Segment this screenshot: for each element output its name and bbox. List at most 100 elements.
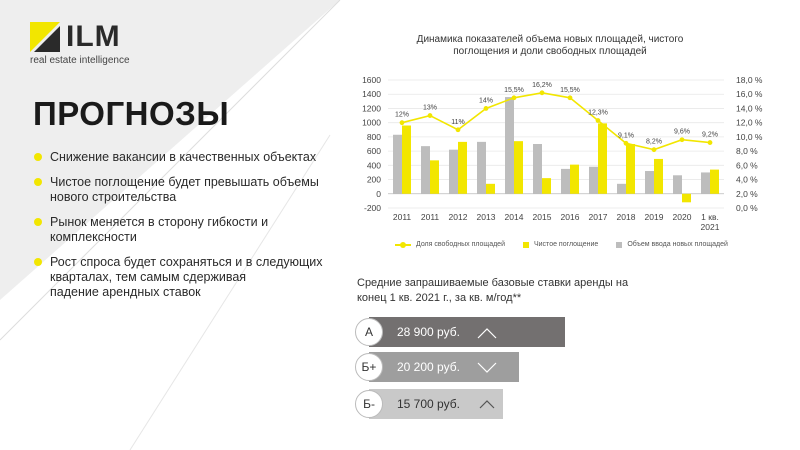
y-left-tick-label: 1400 [362, 89, 381, 99]
rates-title: Средние запрашиваемые базовые ставки аре… [357, 277, 629, 304]
bullet-dot-icon [34, 218, 42, 226]
y-right-tick-label: 16,0 % [736, 89, 763, 99]
rate-bar [369, 317, 565, 347]
rate-bar [369, 352, 519, 382]
bar [477, 141, 486, 194]
rate-class-badge: Б- [355, 390, 383, 418]
y-left-tick-label: 600 [367, 146, 381, 156]
x-tick-label: 2020 [673, 212, 692, 222]
x-tick-label: 2016 [561, 212, 580, 222]
bar [589, 166, 598, 194]
legend-item-new-supply: Объем ввода новых площадей [616, 241, 728, 248]
diagonal-line-1 [0, 0, 341, 341]
bar [514, 141, 523, 194]
y-left-tick-label: -200 [364, 203, 381, 213]
y-right-tick-label: 12,0 % [736, 118, 763, 128]
rate-value: 28 900 руб. [397, 325, 460, 339]
x-tick-label: 2021 [701, 222, 720, 232]
bar [421, 146, 430, 194]
bullet-dot-icon [34, 153, 42, 161]
bar [449, 149, 458, 194]
y-right-tick-label: 0,0 % [736, 203, 758, 213]
vacancy-point [651, 147, 657, 153]
legend-gray-swatch [616, 241, 623, 248]
top-left-gray-triangle [0, 0, 340, 300]
bar [570, 164, 579, 194]
x-tick-label: 2018 [617, 212, 636, 222]
y-left-tick-label: 1200 [362, 103, 381, 113]
data-label: 9,6% [674, 129, 690, 136]
x-tick-label: 2015 [533, 212, 552, 222]
bar [598, 123, 607, 194]
bar [393, 134, 402, 194]
forecast-item: Рост спроса будет сохраняться и в следую… [34, 255, 334, 300]
data-label: 14% [479, 97, 493, 104]
vacancy-point [511, 95, 517, 101]
x-tick-label: 2013 [477, 212, 496, 222]
vacancy-point [483, 106, 489, 111]
y-right-tick-label: 4,0 % [736, 175, 758, 185]
bullet-dot-icon [34, 258, 42, 266]
trend-down-icon [477, 362, 497, 373]
bar [701, 172, 710, 194]
bar [654, 158, 663, 194]
bar [626, 144, 635, 194]
forecast-item: Чистое поглощение будет превышать объемы… [34, 175, 334, 205]
data-label: 8,2% [646, 139, 662, 146]
rate-class-badge: А [355, 318, 383, 346]
x-tick-label: 2012 [449, 212, 468, 222]
chart-legend: Доля свободных площадей Чистое поглощени… [395, 241, 728, 248]
y-left-tick-label: 1600 [362, 75, 381, 85]
y-right-tick-label: 18,0 % [736, 75, 763, 85]
y-right-tick-label: 6,0 % [736, 160, 758, 170]
data-label: 9,2% [702, 132, 718, 139]
logo-text: ILM [66, 20, 121, 53]
legend-item-absorption: Чистое поглощение [522, 241, 598, 248]
bar [645, 171, 654, 194]
bar [486, 183, 495, 194]
bar [710, 169, 719, 194]
vacancy-point [679, 137, 685, 143]
legend-line-swatch [395, 241, 411, 248]
vacancy-point [707, 140, 713, 145]
data-label: 12% [395, 112, 409, 119]
rate-bar [369, 389, 503, 419]
data-label: 13% [423, 105, 437, 112]
data-label: 12,3% [588, 110, 608, 117]
vacancy-point [455, 127, 461, 133]
y-right-tick-label: 2,0 % [736, 189, 758, 199]
y-left-tick-label: 400 [367, 160, 381, 170]
forecast-list: Снижение вакансии в качественных объекта… [34, 150, 334, 310]
vacancy-point [595, 118, 601, 123]
page-title: ПРОГНОЗЫ [33, 95, 230, 132]
y-left-tick-label: 0 [376, 189, 381, 199]
bullet-dot-icon [34, 178, 42, 186]
rate-row-class-b-minus: Б- 15 700 руб. [355, 389, 505, 419]
vacancy-point [567, 95, 573, 101]
rate-row-class-a: А 28 900 руб. [355, 317, 565, 347]
vacancy-point [539, 90, 545, 96]
x-tick-label: 2017 [589, 212, 608, 222]
x-tick-label: 2019 [645, 212, 664, 222]
data-label: 15,5% [504, 87, 524, 94]
x-tick-label: 2011 [421, 212, 440, 222]
y-right-tick-label: 14,0 % [736, 103, 763, 113]
chart-title: Динамика показателей объема новых площад… [416, 34, 684, 57]
y-left-tick-label: 200 [367, 175, 381, 185]
vacancy-line [401, 91, 711, 151]
y-left-tick-label: 1000 [362, 118, 381, 128]
bar [673, 175, 682, 194]
forecast-item: Рынок меняется в сторону гибкости и комп… [34, 215, 334, 245]
brand-tagline: real estate intelligence [30, 55, 130, 66]
rate-value: 15 700 руб. [397, 397, 460, 411]
bar [542, 178, 551, 194]
bar [617, 183, 626, 194]
vacancy-point [399, 120, 405, 126]
diagonal-line-2 [129, 134, 331, 450]
bar [430, 160, 439, 194]
legend-yellow-swatch [522, 241, 529, 248]
data-label: 11% [451, 119, 465, 126]
x-tick-label: 2014 [505, 212, 524, 222]
trend-up-icon [479, 400, 495, 409]
